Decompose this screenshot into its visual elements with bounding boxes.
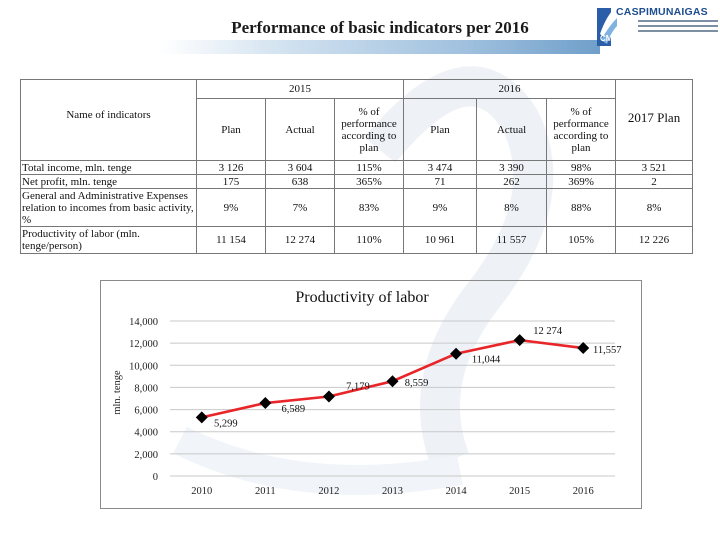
y-tick-label: 10,000	[129, 361, 158, 372]
col-actual-2015: Actual	[265, 98, 335, 161]
slide-title: Performance of basic indicators per 2016	[231, 18, 529, 37]
x-tick-label: 2015	[509, 486, 530, 497]
cell-percent-2016: 98%	[546, 160, 617, 175]
plan-2017-header: 2017 Plan	[615, 98, 694, 161]
logo-short: CMG	[600, 34, 619, 43]
row-name: Net profit, mln. tenge	[20, 174, 197, 189]
cell-percent-2016: 105%	[546, 226, 617, 254]
y-tick-label: 6,000	[134, 406, 158, 417]
cell-plan-2017: 2	[615, 174, 694, 189]
logo-name: CASPIMUNAIGAS	[616, 6, 708, 18]
cell-plan-2015: 9%	[196, 188, 266, 227]
productivity-chart: Productivity of labor 0 2,000 4,000 6,000 8,0…	[112, 289, 622, 497]
data-point	[386, 375, 399, 388]
company-logo	[597, 6, 619, 46]
chart-frame	[100, 280, 642, 509]
y-tick-label: 12,000	[129, 339, 158, 350]
year-2016-header: 2016	[403, 79, 617, 99]
y-tick-label: 2,000	[134, 450, 158, 461]
data-point	[259, 397, 272, 410]
data-point	[322, 390, 335, 403]
name-header: Name of indicators	[20, 98, 197, 161]
cell-actual-2016: 8%	[476, 188, 548, 227]
cell-percent-2015: 110%	[333, 226, 405, 254]
cell-actual-2015: 3 604	[265, 160, 335, 175]
y-axis-label: mln. tenge	[112, 370, 123, 415]
data-point	[513, 334, 526, 347]
col-plan-2016: Plan	[403, 98, 478, 161]
cell-plan-2016: 9%	[403, 188, 478, 227]
cell-actual-2015: 638	[265, 174, 335, 189]
data-label: 8,559	[405, 378, 429, 389]
cell-plan-2017: 12 226	[615, 226, 694, 254]
cell-actual-2016: 262	[476, 174, 548, 189]
year-2015-header: 2015	[195, 79, 405, 99]
plan-2017-header-top	[615, 79, 694, 99]
cell-plan-2016: 10 961	[403, 226, 478, 254]
row-name: General and Administrative Expenses rela…	[20, 188, 197, 227]
data-label: 11,044	[472, 355, 501, 366]
data-point	[450, 347, 463, 360]
cell-actual-2016: 3 390	[476, 160, 548, 175]
data-point	[577, 342, 590, 355]
row-name: Total income, mln. tenge	[20, 160, 197, 175]
data-point	[195, 411, 208, 424]
indicators-table: 2015 2016 Name of indicators Plan Actual…	[20, 79, 694, 254]
cell-plan-2017: 3 521	[615, 160, 694, 175]
col-percent-2016: % of performance according to plan	[546, 98, 617, 161]
x-tick-label: 2011	[255, 486, 276, 497]
data-label: 12 274	[533, 326, 563, 337]
cell-percent-2016: 369%	[546, 174, 617, 189]
cell-percent-2016: 88%	[546, 188, 617, 227]
data-label: 5,299	[214, 418, 238, 429]
x-tick-label: 2010	[191, 486, 212, 497]
row-name: Productivity of labor (mln. tenge/person…	[20, 226, 197, 254]
cell-percent-2015: 115%	[333, 160, 405, 175]
x-tick-label: 2012	[318, 486, 339, 497]
y-tick-label: 8,000	[134, 383, 158, 394]
data-label: 6,589	[282, 404, 306, 415]
cell-plan-2015: 3 126	[196, 160, 266, 175]
cell-plan-2017: 8%	[615, 188, 694, 227]
col-actual-2016: Actual	[476, 98, 548, 161]
header-stripe	[160, 40, 600, 54]
col-percent-2015: % of performance according to plan	[333, 98, 405, 161]
cell-actual-2016: 11 557	[476, 226, 548, 254]
x-tick-label: 2016	[573, 486, 594, 497]
y-tick-label: 14,000	[129, 317, 158, 328]
logo-tagline-lines	[638, 20, 718, 35]
cell-plan-2016: 3 474	[403, 160, 478, 175]
name-header-top	[20, 79, 197, 99]
cell-plan-2015: 175	[196, 174, 266, 189]
y-tick-label: 4,000	[134, 428, 158, 439]
cell-percent-2015: 83%	[333, 188, 405, 227]
x-tick-label: 2014	[446, 486, 468, 497]
cell-plan-2016: 71	[403, 174, 478, 189]
cell-actual-2015: 12 274	[265, 226, 335, 254]
cell-percent-2015: 365%	[333, 174, 405, 189]
x-tick-label: 2013	[382, 486, 403, 497]
col-plan-2015: Plan	[196, 98, 266, 161]
cell-actual-2015: 7%	[265, 188, 335, 227]
y-tick-label: 0	[153, 472, 158, 483]
cell-plan-2015: 11 154	[196, 226, 266, 254]
data-label: 11,557	[593, 345, 622, 356]
data-label: 7,179	[346, 382, 370, 393]
chart-title: Productivity of labor	[295, 289, 429, 306]
